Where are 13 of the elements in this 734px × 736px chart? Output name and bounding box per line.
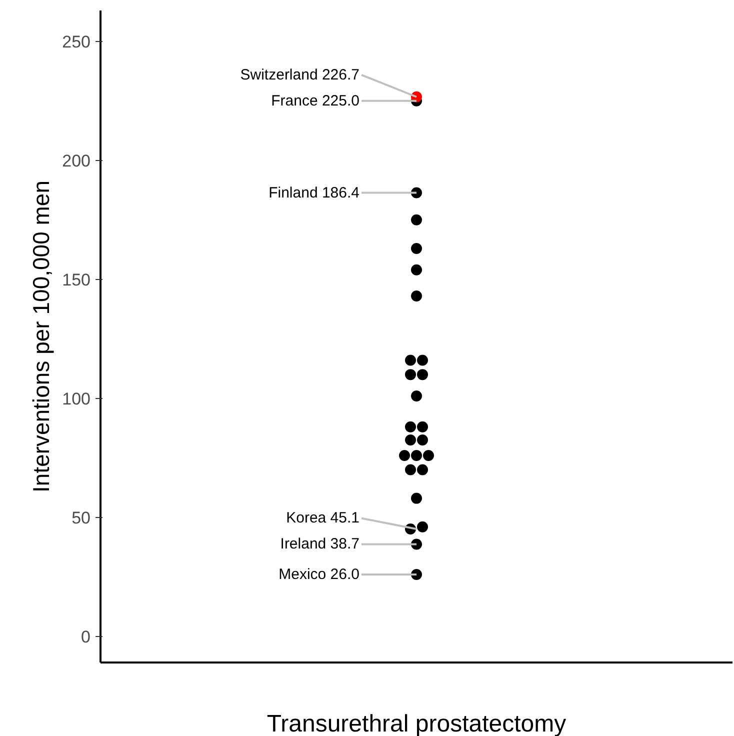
annotation: Switzerland 226.7 [240,66,360,84]
annotation: Finland 186.4 [268,184,360,202]
annotation: Korea 45.1 [286,510,360,527]
annotation: France 225.0 [271,92,360,110]
y-tick-label: 100 [62,389,91,408]
y-tick-label: 200 [62,151,91,170]
y-tick-label: 150 [62,270,91,290]
y-axis-title: Interventions per 100,000 men [28,180,54,492]
y-tick-label: 250 [62,32,91,52]
y-tick-label: 50 [72,508,91,528]
y-tick-label: 0 [81,627,91,646]
annotation: Ireland 38.7 [280,536,360,553]
annotation: Mexico 26.0 [278,566,360,583]
